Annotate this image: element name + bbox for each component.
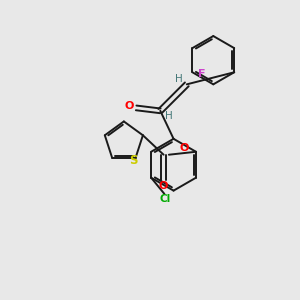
Text: O: O	[158, 181, 168, 191]
Text: H: H	[165, 111, 172, 121]
Text: Cl: Cl	[159, 194, 171, 204]
Text: F: F	[198, 69, 206, 79]
Text: H: H	[175, 74, 182, 84]
Text: S: S	[129, 154, 137, 166]
Text: O: O	[179, 143, 189, 153]
Text: O: O	[125, 101, 134, 111]
